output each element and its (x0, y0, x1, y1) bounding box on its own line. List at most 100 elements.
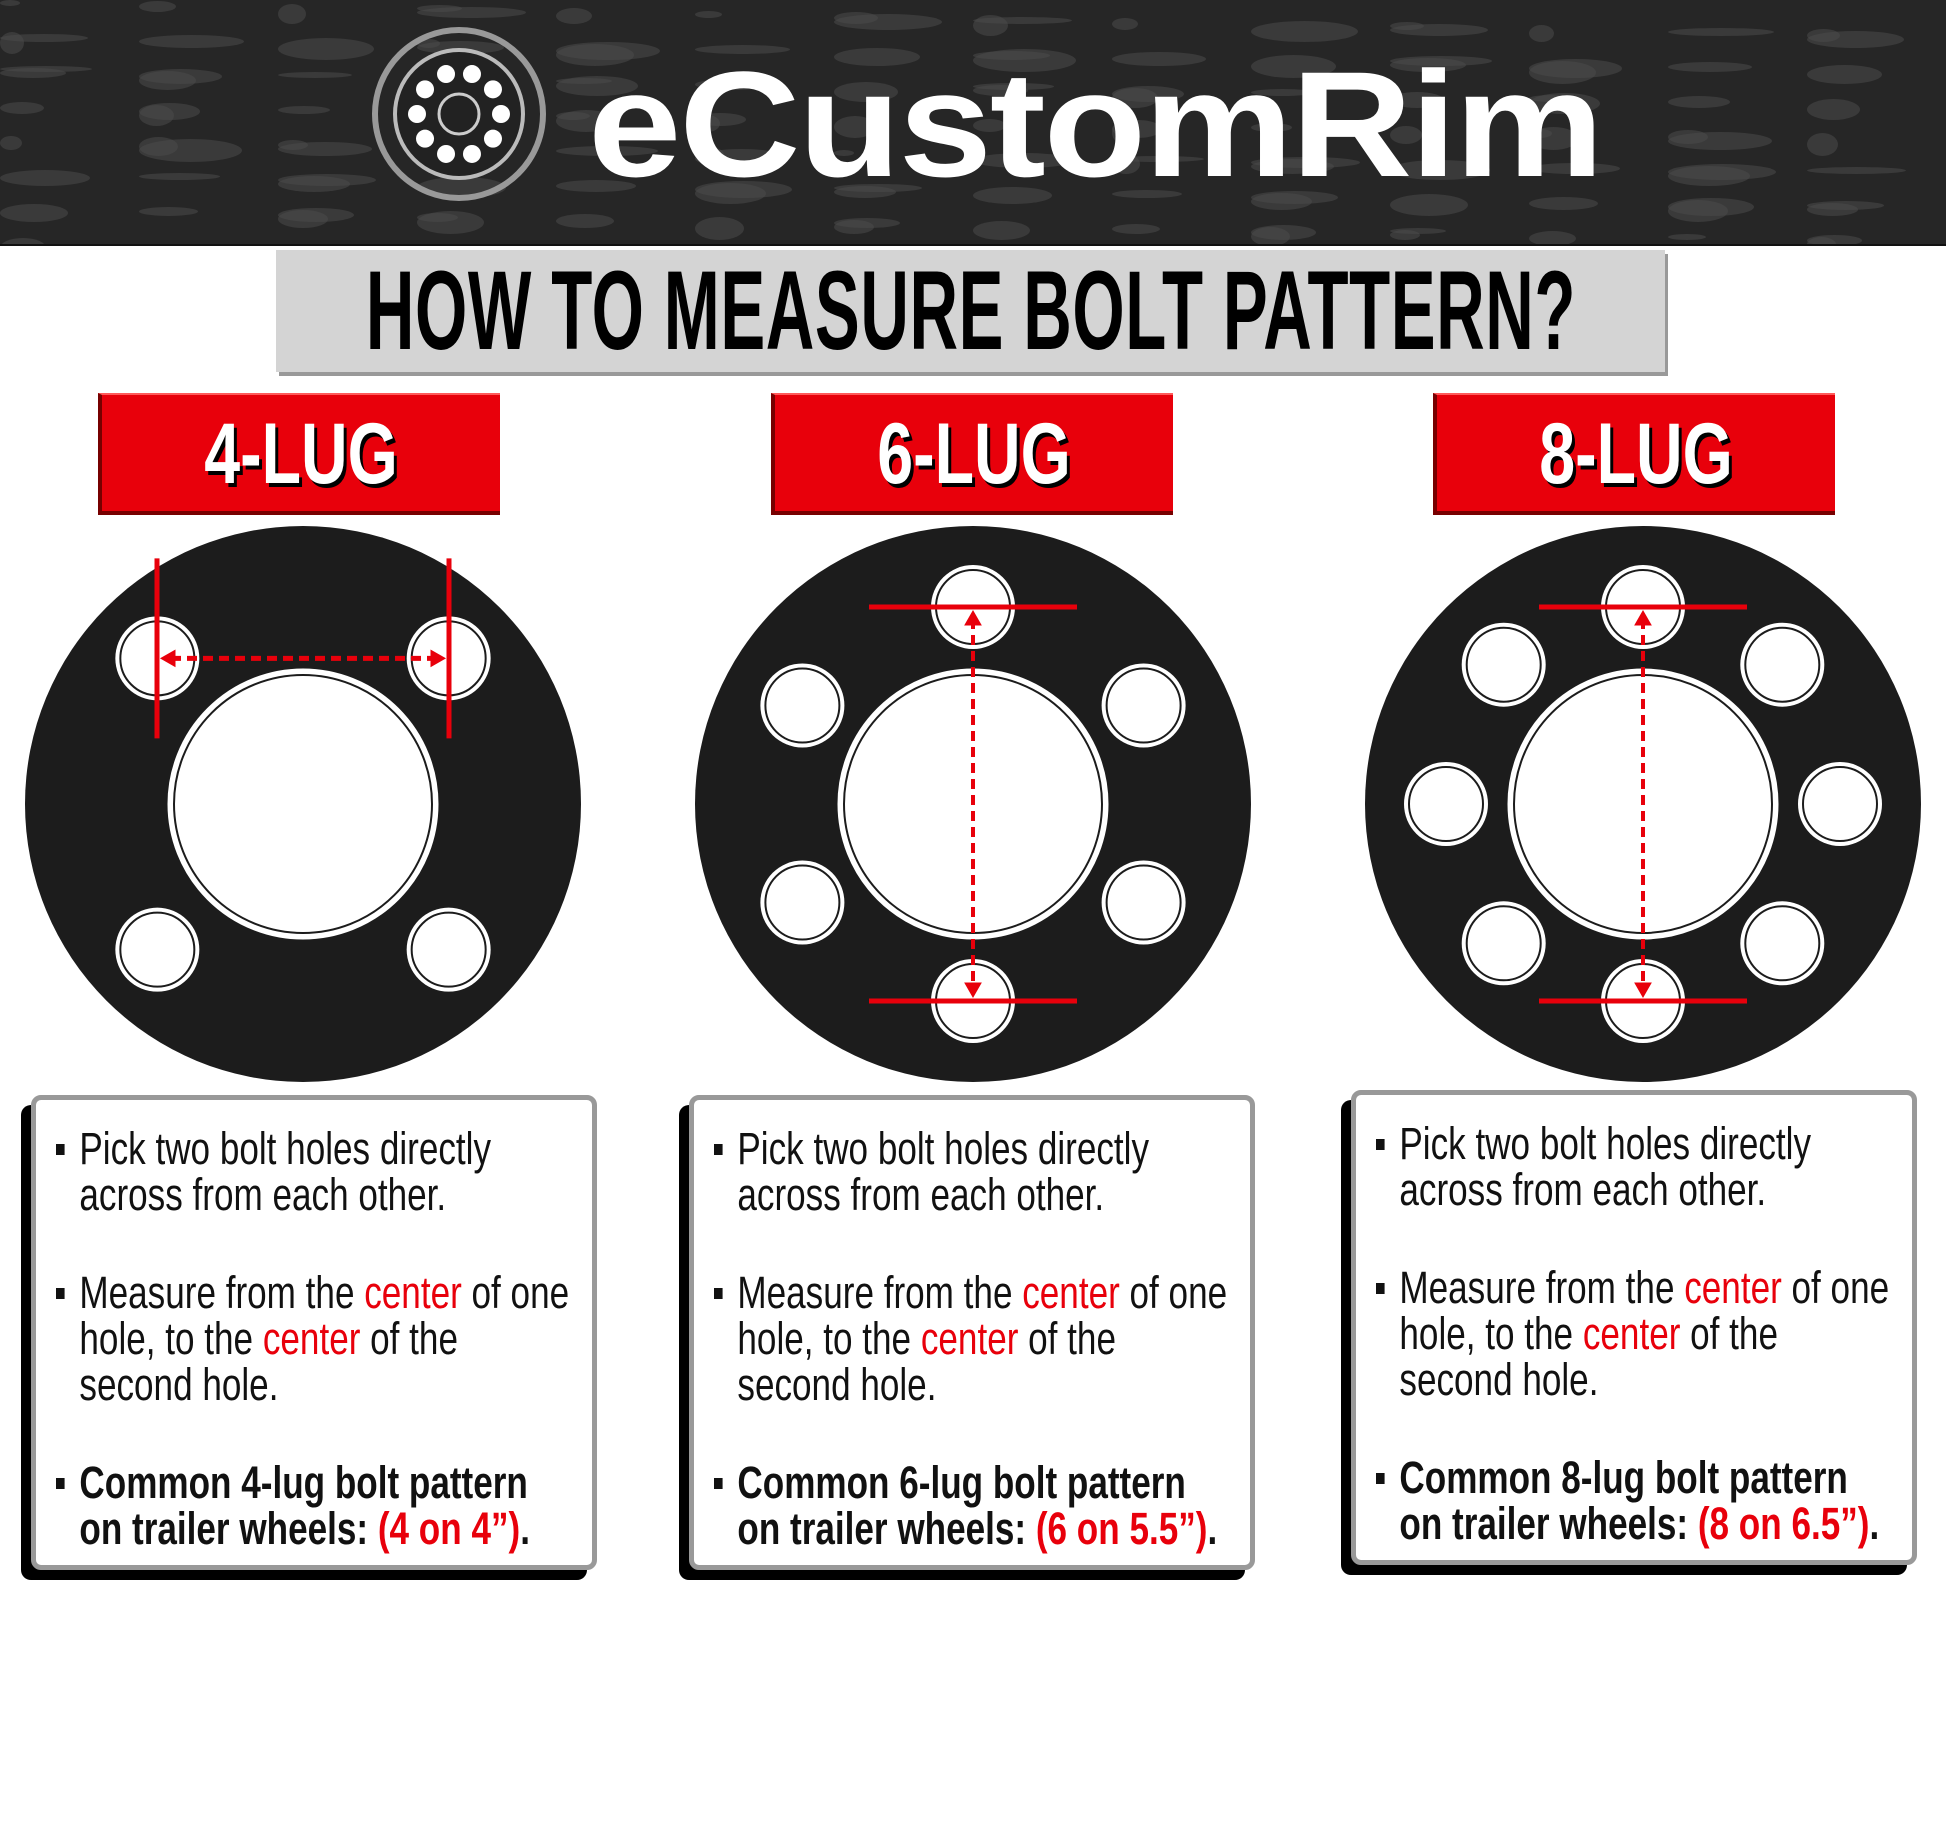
bolt-hole-ring (1465, 905, 1542, 982)
bolt-hole (1101, 860, 1186, 945)
page-title: HOW TO MEASURE BOLT PATTERN? (365, 248, 1576, 373)
banner-texture (278, 142, 372, 156)
banner-texture (417, 41, 504, 54)
banner-texture (973, 153, 1074, 168)
banner-texture (1390, 92, 1444, 108)
banner-texture (834, 82, 898, 102)
banner-texture (1112, 190, 1182, 198)
bolt-hole (1740, 901, 1825, 986)
logo-spoke (462, 144, 481, 163)
banner-texture (417, 7, 526, 18)
banner-texture (139, 173, 220, 180)
banner-texture (1251, 21, 1358, 42)
banner-texture (1529, 129, 1552, 138)
banner-texture (695, 79, 768, 90)
banner-texture (834, 186, 896, 198)
banner-texture (1112, 122, 1136, 144)
banner-texture (695, 217, 744, 240)
bolt-hole (1404, 762, 1488, 846)
banner-texture (1529, 231, 1576, 244)
banner-texture (695, 149, 788, 168)
arrow-icon (159, 649, 176, 668)
banner-texture (834, 14, 942, 30)
arrow-icon (430, 649, 447, 668)
banner-texture (0, 34, 88, 42)
measurement-marker (154, 558, 452, 739)
banner-texture (556, 214, 614, 228)
banner-texture (1807, 99, 1860, 120)
banner-texture (695, 115, 720, 132)
bolt-hole-ring (410, 911, 487, 988)
bolt-hole-ring (1802, 766, 1878, 842)
banner-texture (1112, 224, 1160, 234)
lug-label-text: 4-LUG (204, 406, 398, 502)
banner-texture (1807, 235, 1862, 244)
logo-spoke (437, 144, 456, 163)
banner-texture (1807, 31, 1904, 48)
banner-texture (1807, 133, 1838, 156)
brand-name: eCustomRim (588, 40, 1604, 208)
lug-label-8: 8-LUG (1433, 393, 1835, 515)
step-3: Common 8-lug bolt pattern on trailer whe… (1376, 1455, 1891, 1547)
banner-texture (1251, 89, 1314, 96)
banner-texture (834, 48, 920, 66)
banner-texture (278, 210, 328, 228)
bolt-hole-ring (764, 667, 841, 744)
banner-texture (139, 207, 198, 216)
banner-texture (1390, 194, 1468, 216)
banner-texture (973, 85, 1028, 96)
banner-texture (1390, 24, 1488, 36)
banner-texture (1668, 132, 1772, 150)
banner-texture (1668, 200, 1728, 222)
measurement-marker (1539, 604, 1747, 1004)
banner-texture (1251, 55, 1336, 78)
title-box: HOW TO MEASURE BOLT PATTERN? (276, 250, 1665, 372)
banner-texture (1112, 18, 1138, 30)
banner-texture (556, 112, 590, 120)
banner-texture (1251, 193, 1312, 210)
bolt-hole (1461, 622, 1546, 707)
banner-texture (0, 68, 66, 78)
banner-texture (973, 17, 1072, 24)
banner-texture (139, 105, 174, 126)
lug-label-4: 4-LUG (98, 393, 500, 515)
banner-texture (1529, 163, 1620, 174)
banner-texture (973, 187, 1052, 204)
lug-label-6: 6-LUG (771, 393, 1173, 515)
banner-texture (0, 102, 44, 114)
banner-texture (278, 38, 374, 60)
bolt-hole (1798, 762, 1882, 846)
banner-texture (834, 150, 854, 156)
arrow-icon (964, 609, 982, 626)
measurement-marker (869, 604, 1077, 1004)
bolt-hole-ring (764, 864, 841, 941)
banner-texture (1807, 203, 1858, 216)
banner-texture (973, 119, 1006, 132)
banner-texture (1251, 123, 1292, 132)
bolt-hole (1740, 622, 1825, 707)
banner-texture (1668, 234, 1706, 240)
instructions-6-lug: Pick two bolt holes directly across from… (689, 1095, 1255, 1570)
banner-texture (139, 1, 176, 12)
banner-texture (278, 4, 306, 24)
lug-label-text: 8-LUG (1539, 406, 1733, 502)
instructions-8-lug: Pick two bolt holes directly across from… (1351, 1090, 1917, 1565)
banner-texture (1529, 61, 1596, 84)
logo-spoke (483, 129, 502, 148)
step-3: Common 6-lug bolt pattern on trailer whe… (714, 1460, 1229, 1552)
logo-spoke (483, 80, 502, 99)
banner-texture (278, 106, 330, 114)
bolt-hole-ring (1105, 667, 1182, 744)
banner-texture (1529, 197, 1598, 210)
banner-texture (139, 139, 242, 162)
banner-texture (1807, 237, 1836, 244)
banner-texture (417, 213, 458, 222)
banner-texture (0, 170, 90, 186)
banner-texture (1529, 95, 1574, 102)
arrow-icon (964, 982, 982, 999)
step-2: Measure from the center of one hole, to … (714, 1270, 1229, 1408)
bolt-hole (406, 907, 491, 992)
banner-texture (1390, 230, 1420, 240)
banner-texture (695, 45, 790, 54)
logo-spoke (408, 105, 426, 123)
